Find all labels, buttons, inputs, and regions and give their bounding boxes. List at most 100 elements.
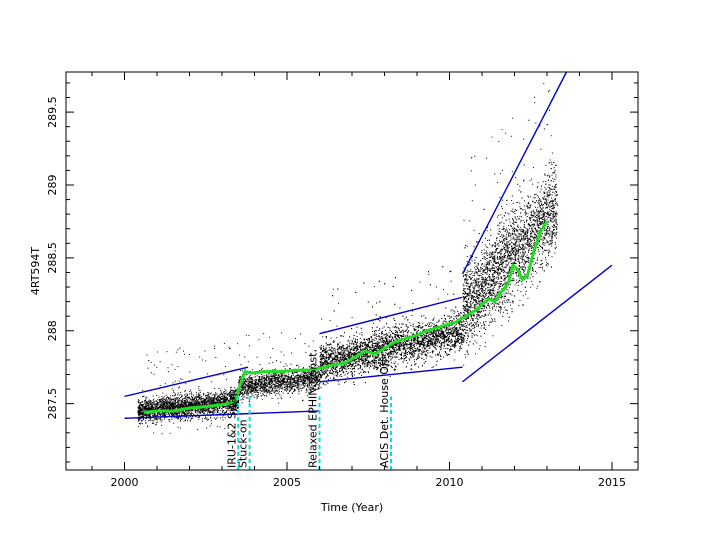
data-point (194, 410, 196, 411)
data-point (184, 394, 186, 396)
data-point (220, 410, 222, 412)
data-point (197, 429, 199, 431)
data-point (248, 334, 250, 336)
data-point (232, 408, 234, 410)
data-point (203, 393, 205, 395)
data-point (140, 413, 142, 415)
data-point (146, 403, 148, 404)
data-point (250, 388, 252, 390)
data-point (246, 397, 248, 399)
data-point (271, 384, 273, 386)
data-point (191, 391, 193, 393)
data-point (248, 380, 250, 382)
data-point (154, 408, 156, 410)
data-point (262, 375, 264, 377)
data-point (183, 399, 185, 401)
data-point (148, 400, 150, 402)
data-point (184, 400, 186, 402)
data-point (261, 380, 263, 382)
data-point (193, 394, 194, 396)
data-point (312, 388, 313, 390)
data-point (213, 394, 215, 395)
data-point (173, 403, 175, 405)
data-point (281, 377, 283, 379)
data-point (197, 395, 199, 397)
data-point (183, 406, 185, 408)
data-point (179, 411, 181, 413)
data-point (244, 356, 246, 358)
data-point (161, 424, 163, 426)
data-point (145, 402, 147, 404)
data-point (138, 409, 140, 411)
data-point (256, 384, 258, 386)
data-point (263, 390, 265, 392)
data-point (251, 385, 252, 387)
data-point (275, 379, 277, 381)
data-point (279, 380, 281, 382)
data-point (271, 375, 273, 377)
data-point (203, 408, 205, 410)
data-point (155, 403, 157, 405)
data-point (143, 416, 144, 417)
data-point (269, 393, 270, 395)
data-point (284, 382, 286, 383)
data-point (197, 411, 199, 413)
data-point (280, 373, 282, 375)
data-point (160, 398, 162, 400)
data-point (194, 404, 196, 406)
data-point (141, 420, 143, 422)
data-point (229, 398, 231, 399)
data-point (233, 394, 234, 396)
data-point (164, 383, 166, 385)
data-point (264, 381, 266, 383)
data-point (293, 391, 294, 393)
data-point (291, 375, 292, 377)
data-point (281, 374, 283, 376)
data-point (308, 383, 310, 385)
data-point (215, 393, 217, 395)
data-point (197, 397, 199, 398)
data-point (205, 410, 207, 412)
data-point (161, 433, 163, 435)
data-point (253, 383, 255, 384)
data-point (185, 396, 187, 397)
data-point (217, 401, 218, 403)
data-point (173, 389, 174, 391)
data-point (148, 409, 150, 411)
data-point (296, 377, 298, 379)
data-point (200, 396, 201, 398)
data-point (175, 397, 177, 399)
data-point (289, 368, 291, 369)
data-point (299, 386, 301, 388)
data-point (239, 379, 241, 381)
data-point (256, 356, 258, 358)
data-point (220, 397, 222, 399)
data-point (268, 390, 270, 391)
data-point (165, 403, 167, 405)
data-point (284, 385, 286, 387)
data-point (315, 384, 317, 386)
data-point (298, 391, 300, 393)
data-point (152, 407, 154, 409)
data-point (185, 413, 187, 415)
data-point (280, 375, 282, 377)
data-point (225, 401, 226, 403)
data-point (195, 408, 196, 410)
data-point (174, 392, 176, 394)
data-point (274, 377, 276, 379)
data-point (287, 388, 289, 390)
data-point (296, 382, 298, 384)
data-point (173, 404, 175, 406)
data-point (246, 394, 248, 396)
data-point (137, 420, 139, 422)
data-point (291, 388, 293, 390)
data-point (162, 398, 164, 400)
data-point (292, 384, 294, 386)
data-point (185, 420, 186, 422)
data-point (140, 408, 142, 410)
data-point (297, 380, 299, 382)
data-point (274, 386, 276, 388)
data-point (202, 410, 204, 412)
data-point (180, 399, 182, 401)
data-point (192, 397, 194, 399)
